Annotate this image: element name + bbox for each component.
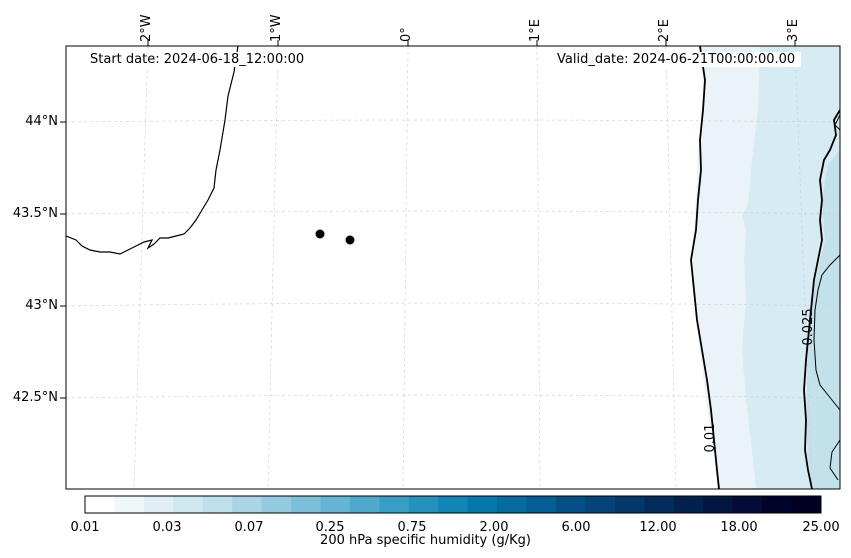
colorbar-cell (732, 496, 763, 513)
lon-label-0: 0° (399, 27, 414, 42)
colorbar-cell (202, 496, 233, 513)
valid-date-label: Valid_date: 2024-06-21T00:00:00.00 (557, 52, 802, 67)
lon-label-3e: 3°E (786, 19, 801, 42)
station-marker (345, 235, 355, 245)
colorbar-cell (467, 496, 498, 513)
colorbar-cell (614, 496, 645, 513)
lon-label-2e: 2°E (657, 19, 672, 42)
contour-label-0.025: 0.025 (801, 308, 816, 345)
colorbar-cell (408, 496, 439, 513)
colorbar-tick: 0.01 (70, 520, 100, 535)
colorbar-cell (556, 496, 586, 513)
colorbar-tick: 2.00 (479, 520, 509, 535)
station-marker (315, 229, 325, 239)
colorbar-cell (320, 496, 351, 513)
colorbar-title: 200 hPa specific humidity (g/Kg) (320, 533, 531, 548)
colorbar-tick: 18.00 (720, 520, 758, 535)
lon-label-1e: 1°E (528, 19, 543, 42)
colorbar-cell (143, 496, 174, 513)
colorbar-cell (379, 496, 410, 513)
contour-0.01 (690, 46, 720, 489)
colorbar-cell (703, 496, 734, 513)
colorbar-cell (349, 496, 380, 513)
colorbar-cell (585, 496, 616, 513)
lon-label-2w: 2°W (139, 14, 154, 42)
lat-label-42.5: 42.5°N (12, 390, 58, 405)
colorbar-tick: 6.00 (561, 520, 591, 535)
contour-label-0.01: 0.01 (703, 424, 718, 453)
coastline (66, 46, 239, 255)
map-frame (65, 45, 841, 490)
lat-label-43: 43°N (25, 298, 58, 313)
contour-0.025 (803, 109, 840, 489)
colorbar-cell (644, 496, 675, 513)
humidity-band-high (806, 150, 840, 489)
colorbar-cell (673, 496, 704, 513)
colorbar-cell (114, 496, 145, 513)
colorbar-cell (232, 496, 263, 513)
colorbar-cell (438, 496, 469, 513)
colorbar-tick: 0.75 (397, 520, 427, 535)
start-date-label: Start date: 2024-06-18_12:00:00 (90, 52, 305, 67)
colorbar-tick: 0.07 (234, 520, 264, 535)
colorbar-cell (261, 496, 292, 513)
colorbar-tick: 12.00 (639, 520, 677, 535)
colorbar-cell (291, 496, 322, 513)
lat-label-44: 44°N (25, 114, 58, 129)
colorbar-cell (791, 496, 822, 513)
colorbar-cell (497, 496, 528, 513)
gridlines (66, 46, 840, 489)
lon-label-1w: 1°W (269, 14, 284, 42)
colorbar-frame (84, 495, 822, 514)
colorbar-tick: 0.03 (152, 520, 182, 535)
lat-label-43.5: 43.5°N (12, 206, 58, 221)
colorbar-cell (526, 496, 557, 513)
colorbar-tick: 0.25 (315, 520, 345, 535)
colorbar (85, 496, 822, 513)
colorbar-tick: 25.00 (802, 520, 840, 535)
contour-inner (813, 254, 840, 411)
contour-top (834, 114, 840, 131)
colorbar-cell (173, 496, 204, 513)
contour-inner-2 (829, 439, 840, 481)
colorbar-cell (762, 496, 793, 513)
colorbar-cell (85, 496, 115, 513)
